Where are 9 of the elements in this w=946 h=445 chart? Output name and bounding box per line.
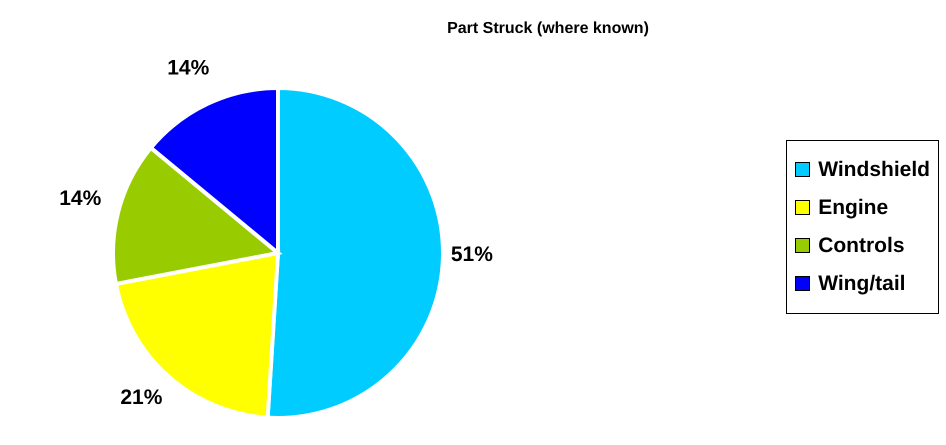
legend-label: Windshield bbox=[818, 158, 930, 182]
data-label: 14% bbox=[167, 56, 210, 80]
data-label: 51% bbox=[450, 242, 494, 266]
chart-title: Part Struck (where known) bbox=[446, 20, 650, 38]
legend-label: Controls bbox=[818, 234, 905, 258]
data-label: 14% bbox=[59, 187, 102, 210]
legend-label: Wing/tail bbox=[818, 272, 906, 296]
data-label: 21% bbox=[120, 386, 163, 409]
legend-label: Engine bbox=[818, 196, 888, 220]
